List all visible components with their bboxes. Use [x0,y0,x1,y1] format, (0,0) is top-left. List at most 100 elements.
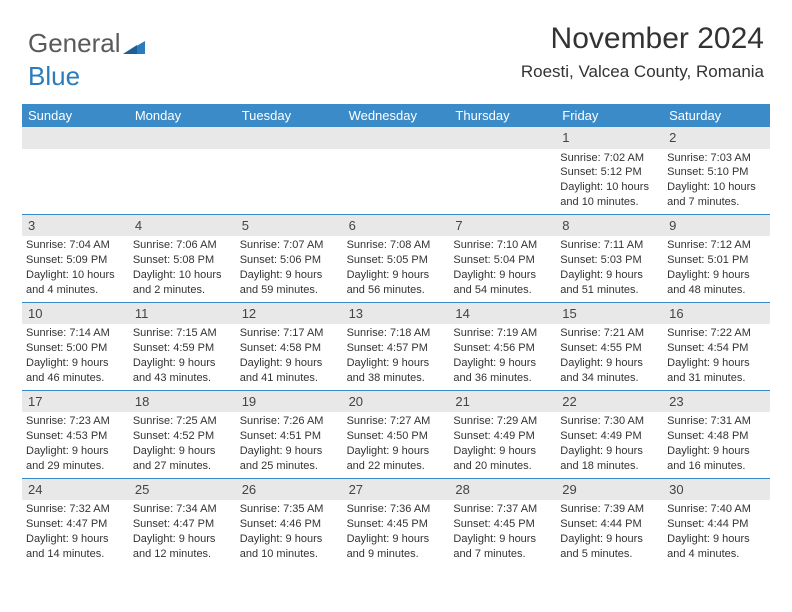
sunrise-text: Sunrise: 7:30 AM [560,414,659,429]
daylight-text: Daylight: 9 hours and 43 minutes. [133,356,232,386]
day-details: Sunrise: 7:25 AMSunset: 4:52 PMDaylight:… [129,412,236,477]
sunset-text: Sunset: 4:55 PM [560,341,659,356]
day-details: Sunrise: 7:02 AMSunset: 5:12 PMDaylight:… [556,149,663,214]
daylight-text: Daylight: 9 hours and 16 minutes. [667,444,766,474]
calendar-week: 10Sunrise: 7:14 AMSunset: 5:00 PMDayligh… [22,302,770,390]
calendar-day: 13Sunrise: 7:18 AMSunset: 4:57 PMDayligh… [343,303,450,390]
calendar-day [449,127,556,214]
day-details: Sunrise: 7:08 AMSunset: 5:05 PMDaylight:… [343,236,450,301]
daylight-text: Daylight: 9 hours and 56 minutes. [347,268,446,298]
day-number: 11 [129,303,236,325]
sunrise-text: Sunrise: 7:40 AM [667,502,766,517]
weekday-header: Sunday [22,104,129,127]
sunset-text: Sunset: 5:09 PM [26,253,125,268]
daylight-text: Daylight: 9 hours and 10 minutes. [240,532,339,562]
calendar-day [236,127,343,214]
sunset-text: Sunset: 4:47 PM [26,517,125,532]
calendar-day: 9Sunrise: 7:12 AMSunset: 5:01 PMDaylight… [663,215,770,302]
sunrise-text: Sunrise: 7:06 AM [133,238,232,253]
sunrise-text: Sunrise: 7:10 AM [453,238,552,253]
daylight-text: Daylight: 9 hours and 41 minutes. [240,356,339,386]
sunrise-text: Sunrise: 7:07 AM [240,238,339,253]
day-details: Sunrise: 7:40 AMSunset: 4:44 PMDaylight:… [663,500,770,565]
day-number: 23 [663,391,770,413]
day-details: Sunrise: 7:07 AMSunset: 5:06 PMDaylight:… [236,236,343,301]
day-number: 17 [22,391,129,413]
calendar-day: 12Sunrise: 7:17 AMSunset: 4:58 PMDayligh… [236,303,343,390]
calendar-day: 2Sunrise: 7:03 AMSunset: 5:10 PMDaylight… [663,127,770,214]
day-number [22,127,129,149]
sunset-text: Sunset: 5:00 PM [26,341,125,356]
day-details: Sunrise: 7:18 AMSunset: 4:57 PMDaylight:… [343,324,450,389]
logo: General Blue [28,28,145,92]
sunrise-text: Sunrise: 7:27 AM [347,414,446,429]
calendar-day: 22Sunrise: 7:30 AMSunset: 4:49 PMDayligh… [556,391,663,478]
weekday-header: Tuesday [236,104,343,127]
logo-triangle-icon [123,30,145,61]
day-number: 19 [236,391,343,413]
calendar-day: 5Sunrise: 7:07 AMSunset: 5:06 PMDaylight… [236,215,343,302]
day-number [236,127,343,149]
sunrise-text: Sunrise: 7:14 AM [26,326,125,341]
sunrise-text: Sunrise: 7:08 AM [347,238,446,253]
calendar-day: 24Sunrise: 7:32 AMSunset: 4:47 PMDayligh… [22,479,129,566]
daylight-text: Daylight: 9 hours and 14 minutes. [26,532,125,562]
calendar-day: 18Sunrise: 7:25 AMSunset: 4:52 PMDayligh… [129,391,236,478]
calendar-day: 27Sunrise: 7:36 AMSunset: 4:45 PMDayligh… [343,479,450,566]
day-details: Sunrise: 7:21 AMSunset: 4:55 PMDaylight:… [556,324,663,389]
day-details: Sunrise: 7:26 AMSunset: 4:51 PMDaylight:… [236,412,343,477]
calendar-day [22,127,129,214]
daylight-text: Daylight: 9 hours and 54 minutes. [453,268,552,298]
calendar-day: 11Sunrise: 7:15 AMSunset: 4:59 PMDayligh… [129,303,236,390]
sunset-text: Sunset: 4:45 PM [453,517,552,532]
daylight-text: Daylight: 9 hours and 9 minutes. [347,532,446,562]
sunrise-text: Sunrise: 7:15 AM [133,326,232,341]
day-number: 2 [663,127,770,149]
day-details: Sunrise: 7:19 AMSunset: 4:56 PMDaylight:… [449,324,556,389]
daylight-text: Daylight: 9 hours and 7 minutes. [453,532,552,562]
sunrise-text: Sunrise: 7:22 AM [667,326,766,341]
day-details: Sunrise: 7:12 AMSunset: 5:01 PMDaylight:… [663,236,770,301]
calendar-day: 25Sunrise: 7:34 AMSunset: 4:47 PMDayligh… [129,479,236,566]
sunset-text: Sunset: 4:49 PM [453,429,552,444]
day-details: Sunrise: 7:31 AMSunset: 4:48 PMDaylight:… [663,412,770,477]
sunrise-text: Sunrise: 7:36 AM [347,502,446,517]
sunrise-text: Sunrise: 7:31 AM [667,414,766,429]
calendar-day: 26Sunrise: 7:35 AMSunset: 4:46 PMDayligh… [236,479,343,566]
daylight-text: Daylight: 9 hours and 20 minutes. [453,444,552,474]
logo-text-1: General [28,28,121,58]
day-number: 16 [663,303,770,325]
day-number: 10 [22,303,129,325]
sunset-text: Sunset: 4:49 PM [560,429,659,444]
sunset-text: Sunset: 4:58 PM [240,341,339,356]
calendar-day: 7Sunrise: 7:10 AMSunset: 5:04 PMDaylight… [449,215,556,302]
daylight-text: Daylight: 10 hours and 7 minutes. [667,180,766,210]
daylight-text: Daylight: 9 hours and 51 minutes. [560,268,659,298]
calendar-day: 6Sunrise: 7:08 AMSunset: 5:05 PMDaylight… [343,215,450,302]
sunset-text: Sunset: 4:47 PM [133,517,232,532]
logo-text-2: Blue [28,61,80,91]
calendar-day: 1Sunrise: 7:02 AMSunset: 5:12 PMDaylight… [556,127,663,214]
daylight-text: Daylight: 10 hours and 2 minutes. [133,268,232,298]
daylight-text: Daylight: 9 hours and 46 minutes. [26,356,125,386]
daylight-text: Daylight: 9 hours and 22 minutes. [347,444,446,474]
sunrise-text: Sunrise: 7:04 AM [26,238,125,253]
calendar-day: 15Sunrise: 7:21 AMSunset: 4:55 PMDayligh… [556,303,663,390]
sunset-text: Sunset: 4:56 PM [453,341,552,356]
sunrise-text: Sunrise: 7:39 AM [560,502,659,517]
sunset-text: Sunset: 5:01 PM [667,253,766,268]
calendar-day: 4Sunrise: 7:06 AMSunset: 5:08 PMDaylight… [129,215,236,302]
sunset-text: Sunset: 4:44 PM [560,517,659,532]
day-details: Sunrise: 7:36 AMSunset: 4:45 PMDaylight:… [343,500,450,565]
day-number: 27 [343,479,450,501]
sunset-text: Sunset: 4:48 PM [667,429,766,444]
daylight-text: Daylight: 9 hours and 12 minutes. [133,532,232,562]
calendar-week: 3Sunrise: 7:04 AMSunset: 5:09 PMDaylight… [22,214,770,302]
sunrise-text: Sunrise: 7:03 AM [667,151,766,166]
sunset-text: Sunset: 5:05 PM [347,253,446,268]
sunset-text: Sunset: 5:08 PM [133,253,232,268]
sunrise-text: Sunrise: 7:34 AM [133,502,232,517]
weekday-header: Friday [556,104,663,127]
day-details [236,149,343,155]
daylight-text: Daylight: 9 hours and 34 minutes. [560,356,659,386]
